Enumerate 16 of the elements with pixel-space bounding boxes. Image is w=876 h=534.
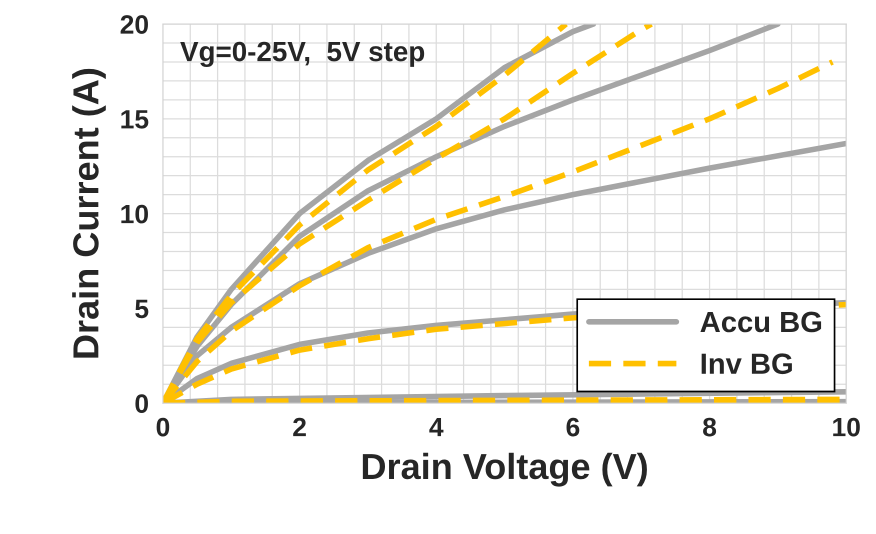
x-tick-label: 10 [833,418,860,436]
legend-label: Inv BG [702,353,792,374]
y-tick-label: 15 [121,110,148,129]
y-tick-label: 0 [135,394,148,413]
x-tick-label: 6 [566,418,580,436]
y-tick-label: 10 [121,204,148,224]
y-tick-label: 5 [135,300,148,318]
x-tick-label: 2 [293,418,306,436]
x-tick-label: 4 [429,418,444,436]
annotation: Vg=0-25V, 5V step [180,42,424,67]
y-axis-title: Drain Current (A) [72,68,106,358]
x-tick-label: 8 [703,418,716,436]
legend-label: Accu BG [700,312,822,332]
x-tick-label: 0 [156,418,170,436]
x-axis-title: Drain Voltage (V) [362,452,647,487]
y-tick-label: 20 [120,15,148,34]
